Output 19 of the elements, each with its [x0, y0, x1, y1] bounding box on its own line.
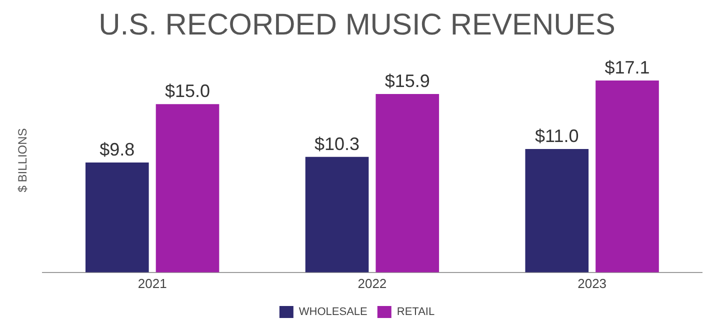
bar: [376, 94, 440, 272]
bar: [525, 148, 589, 272]
data-label: $15.0: [164, 81, 210, 102]
data-label: $15.9: [384, 70, 430, 91]
bar: [305, 156, 369, 272]
x-tick-label: 2021: [138, 276, 167, 291]
x-tick-label: 2022: [358, 276, 387, 291]
chart-title: U.S. RECORDED MUSIC REVENUES: [98, 8, 616, 42]
legend-label: RETAIL: [396, 306, 435, 318]
data-label: $10.3: [314, 134, 360, 154]
legend-label: WHOLESALE: [298, 306, 368, 318]
bar: [156, 104, 220, 272]
y-axis-title: $ BILLIONS: [16, 128, 30, 192]
bar: [85, 162, 149, 272]
data-label: $11.0: [535, 126, 579, 146]
data-label: $9.8: [100, 139, 135, 160]
bar: [596, 80, 659, 272]
data-label: $17.1: [604, 58, 650, 78]
x-tick-label: 2023: [578, 276, 607, 291]
